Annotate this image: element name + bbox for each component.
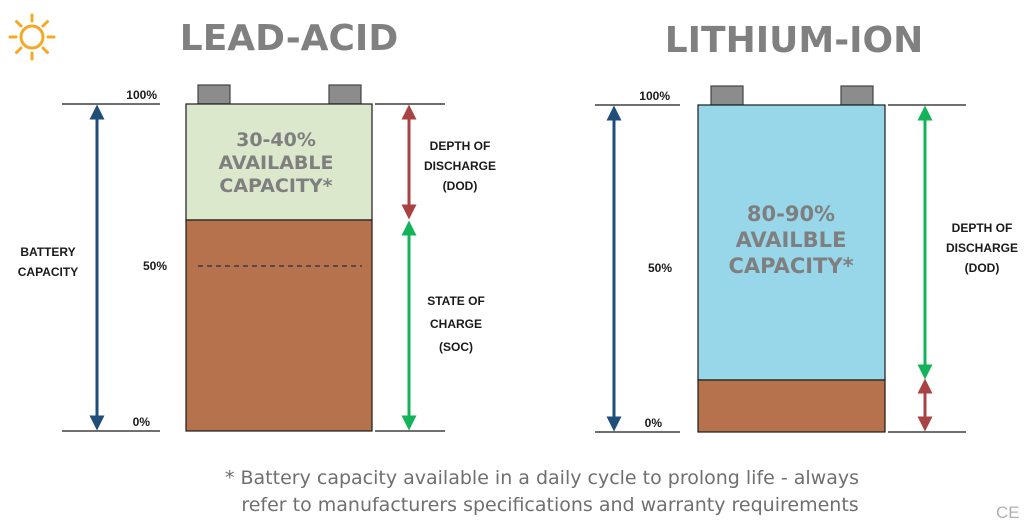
lead-acid-soc-line-1: STATE OF — [427, 294, 485, 308]
lead-acid-section: LEAD-ACID 100% 50% 0% BATTERY CAPACITY 3… — [18, 18, 496, 432]
lithium-ion-available-line-3: CAPACITY* — [728, 254, 853, 278]
lead-acid-tick-50: 50% — [143, 259, 167, 273]
lead-acid-soc-line-2: CHARGE — [430, 317, 482, 331]
lead-acid-available-line-3: CAPACITY* — [219, 175, 332, 197]
lead-acid-soc-line-3: (SOC) — [439, 340, 473, 354]
lead-acid-available-capacity-block — [185, 103, 373, 221]
watermark-text: CE — [996, 503, 1020, 522]
lithium-ion-tick-0: 0% — [645, 416, 663, 430]
lead-acid-dod-line-2: DISCHARGE — [424, 159, 496, 173]
lithium-ion-tick-100: 100% — [639, 89, 670, 103]
lead-acid-title: LEAD-ACID — [180, 18, 398, 59]
lead-acid-dod-line-3: (DOD) — [443, 179, 478, 193]
lead-acid-available-line-1: 30-40% — [236, 129, 316, 151]
lithium-ion-dod-line-2: DISCHARGE — [946, 241, 1018, 255]
lithium-ion-terminal-left — [710, 85, 744, 106]
lithium-ion-reserve-block — [697, 379, 886, 433]
lead-acid-terminal-left — [197, 84, 231, 105]
lead-acid-terminal-right — [328, 84, 362, 105]
lithium-ion-dod-line-3: (DOD) — [965, 261, 1000, 275]
lead-acid-dod-line-1: DEPTH OF — [430, 139, 491, 153]
lithium-ion-section: LITHIUM-ION 100% 50% 0% 80-90% AVAILBLE … — [595, 20, 1018, 433]
battery-capacity-label-2: CAPACITY — [18, 265, 78, 279]
lithium-ion-available-capacity-block — [697, 104, 886, 381]
lead-acid-available-line-2: AVAILABLE — [219, 152, 334, 174]
battery-capacity-label-1: BATTERY — [20, 245, 75, 259]
lithium-ion-available-line-1: 80-90% — [747, 202, 835, 226]
lead-acid-tick-0: 0% — [133, 415, 151, 429]
lithium-ion-available-line-2: AVAILBLE — [736, 228, 847, 252]
lithium-ion-tick-50: 50% — [648, 261, 672, 275]
lithium-ion-title: LITHIUM-ION — [665, 20, 924, 61]
lithium-ion-dod-line-1: DEPTH OF — [952, 221, 1013, 235]
lithium-ion-terminal-right — [840, 85, 874, 106]
lead-acid-tick-100: 100% — [126, 88, 157, 102]
sun-icon — [8, 13, 56, 61]
lead-acid-state-of-charge-block — [185, 219, 373, 432]
footnote-line-2: refer to manufacturers specifications an… — [241, 494, 858, 516]
footnote-line-1: * Battery capacity available in a daily … — [225, 467, 859, 489]
